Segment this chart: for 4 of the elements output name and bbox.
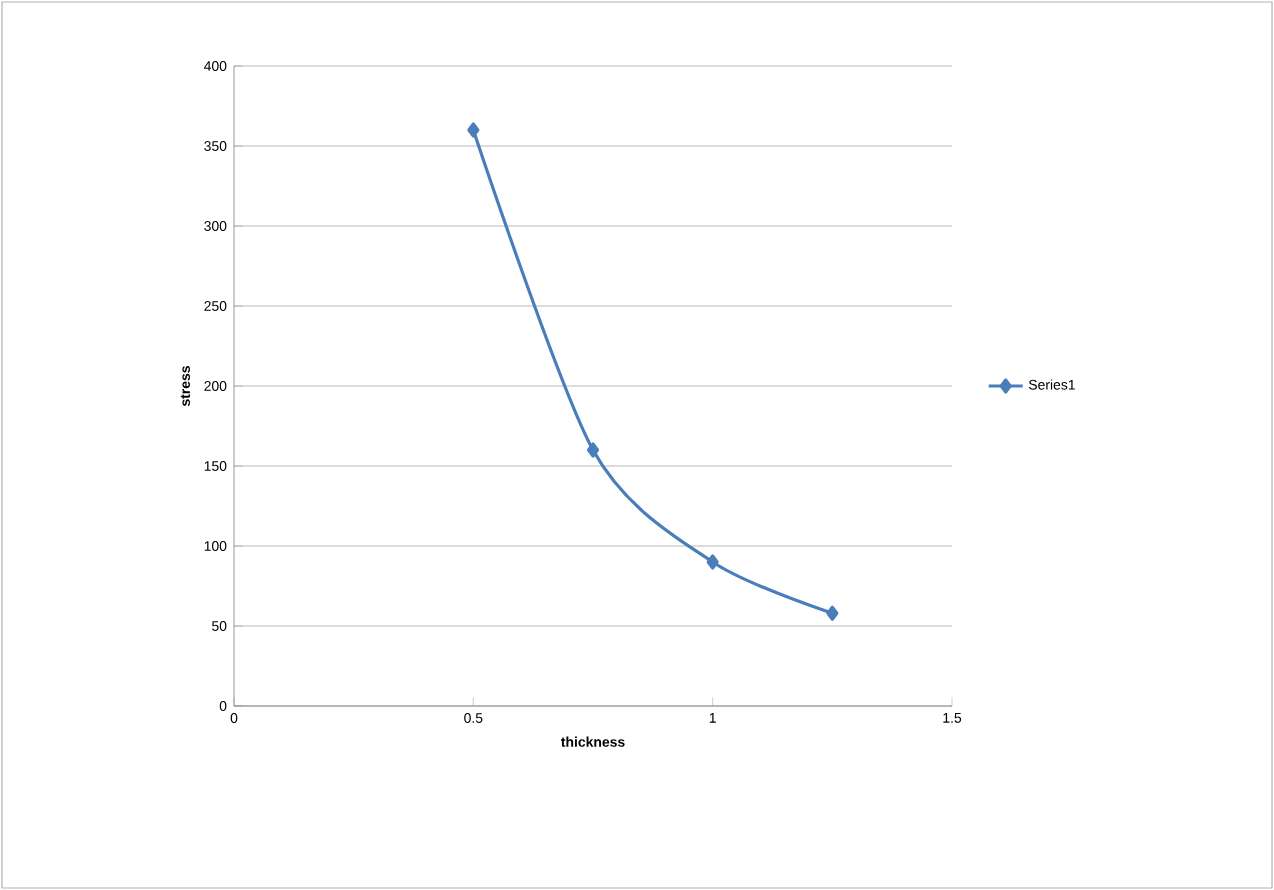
point [586, 442, 600, 458]
point [706, 554, 719, 570]
point [467, 122, 480, 138]
point [826, 605, 839, 621]
